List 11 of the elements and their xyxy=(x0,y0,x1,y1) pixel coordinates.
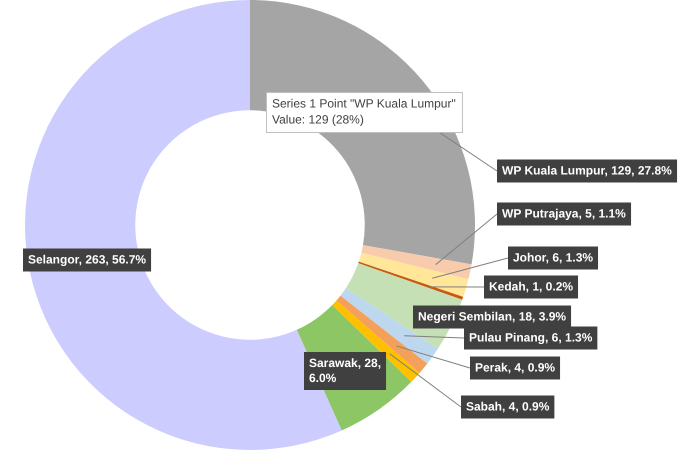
slice-label: Pulau Pinang, 6, 1.3% xyxy=(469,330,593,344)
slice-label: Selangor, 263, 56.7% xyxy=(28,252,146,266)
text: Series 1 Point "WP Kuala Lumpur" Value: 129 (28%) xyxy=(272,96,456,126)
slice-label: Johor, 6, 1.3% xyxy=(513,250,594,264)
slice-label: Sarawak, 28, 6.0% xyxy=(309,356,382,385)
slice-label: Kedah, 1, 0.2% xyxy=(489,279,574,294)
slice-label: WP Putrajaya, 5, 1.1% xyxy=(502,206,626,220)
slice-label: WP Kuala Lumpur, 129, 27.8% xyxy=(502,163,672,178)
slice-label: Negeri Sembilan, 18, 3.9% xyxy=(418,309,566,324)
slice-label: Sabah, 4, 0.9% xyxy=(466,399,550,414)
slice-label: Perak, 4, 0.9% xyxy=(475,360,556,374)
